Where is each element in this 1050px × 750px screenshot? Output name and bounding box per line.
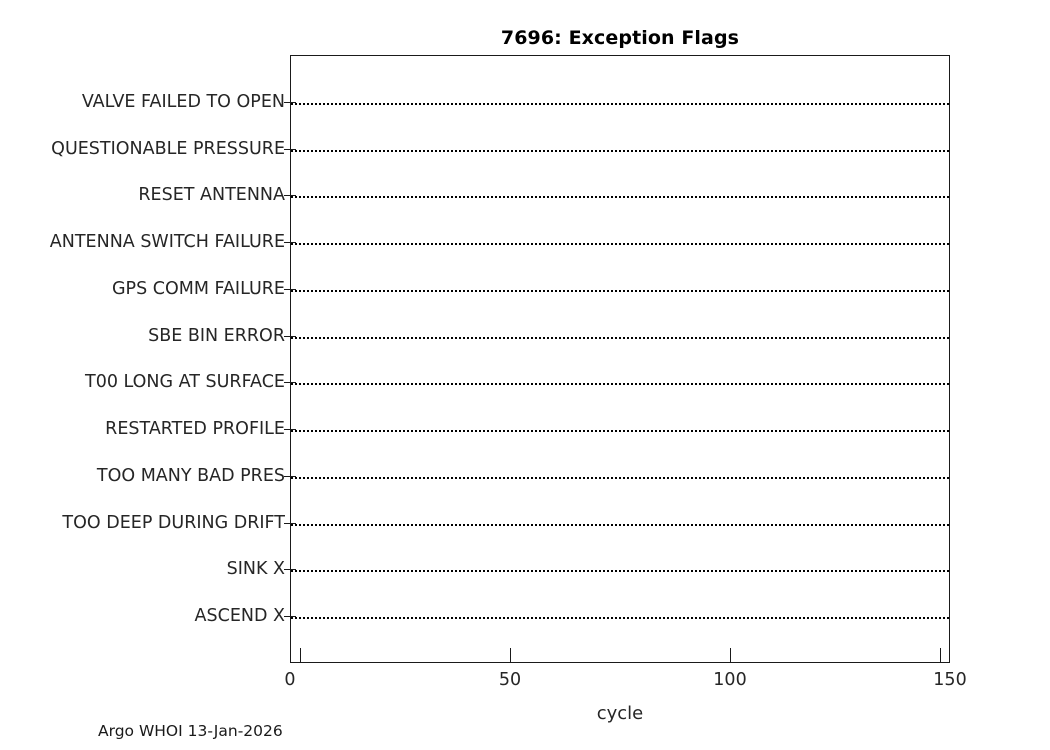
y-axis-tick [284,335,290,337]
y-axis-tick-inner [290,195,296,197]
y-axis-tick-inner [290,101,296,103]
chart-title: 7696: Exception Flags [500,27,740,49]
x-axis-tick [300,648,301,662]
gridline [291,430,949,433]
y-axis-tick-inner [290,475,296,477]
x-axis-tick-label: 50 [498,670,522,690]
y-axis-tick-label: RESET ANTENNA [138,185,285,206]
x-axis-tick-label: 100 [713,670,747,690]
y-axis-tick-inner [290,335,296,337]
y-axis-tick-inner [290,242,296,244]
x-axis-title: cycle [596,703,644,724]
gridline [291,336,949,339]
gridline [291,570,949,573]
x-axis-tick [730,648,731,662]
x-axis-tick-label: 0 [284,670,296,690]
y-axis-tick [284,195,290,197]
y-axis-tick-inner [290,522,296,524]
y-axis-tick [284,475,290,477]
y-axis-tick-label: GPS COMM FAILURE [111,278,285,299]
y-axis-tick-inner [290,148,296,150]
gridline [291,476,949,479]
y-axis-tick [284,616,290,618]
y-axis-tick-inner [290,288,296,290]
y-axis-tick-inner [290,382,296,384]
y-axis-tick-label: TOO DEEP DURING DRIFT [62,512,285,533]
y-axis-tick [284,101,290,103]
y-axis-tick-inner [290,429,296,431]
y-axis-tick [284,569,290,571]
y-axis-tick [284,522,290,524]
y-axis-tick [284,382,290,384]
plot-area [290,55,950,663]
x-axis-tick [940,648,941,662]
y-axis-tick-label: SBE BIN ERROR [148,325,285,346]
y-axis-tick [284,242,290,244]
gridline [291,523,949,526]
gridline [291,383,949,386]
x-axis-tick-label: 150 [933,670,967,690]
y-axis-tick [284,288,290,290]
gridline [291,196,949,199]
y-axis-tick-inner [290,569,296,571]
gridline [291,289,949,292]
y-axis-tick-label: ASCEND X [194,606,285,627]
y-axis-tick-label: RESTARTED PROFILE [105,419,285,440]
y-axis-tick-inner [290,616,296,618]
y-axis-tick-label: ANTENNA SWITCH FAILURE [49,232,285,253]
footer-credit: Argo WHOI 13-Jan-2026 [98,722,283,740]
x-axis-tick [510,648,511,662]
y-axis-tick-label: SINK X [226,559,285,580]
gridline [291,617,949,620]
gridline [291,102,949,105]
y-axis-tick-label: TOO MANY BAD PRES [96,465,285,486]
gridline [291,243,949,246]
y-axis-tick [284,148,290,150]
y-axis-tick-label: T00 LONG AT SURFACE [85,372,285,393]
gridline [291,149,949,152]
y-axis-tick-label: QUESTIONABLE PRESSURE [51,138,285,159]
y-axis-tick [284,429,290,431]
y-axis-tick-label: VALVE FAILED TO OPEN [81,91,285,112]
